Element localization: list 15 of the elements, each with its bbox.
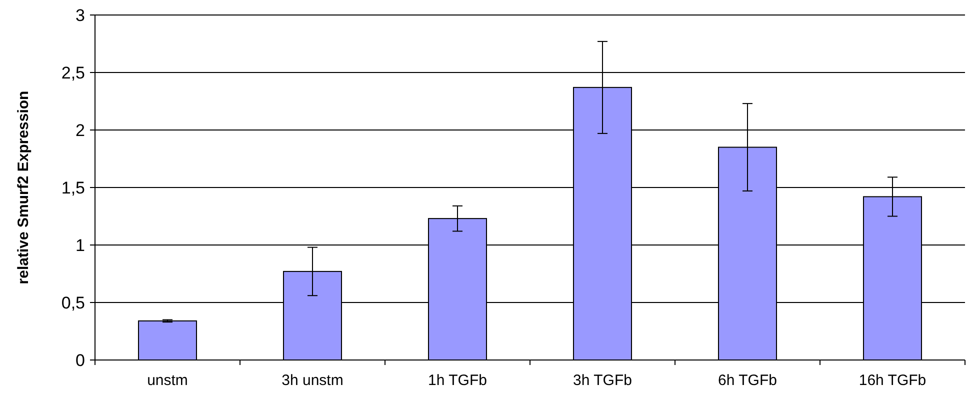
x-tick-label: 3h TGFb bbox=[573, 372, 632, 389]
y-tick-label: 1,5 bbox=[61, 178, 85, 198]
x-tick-label: 16h TGFb bbox=[858, 372, 926, 389]
x-tick-label: 1h TGFb bbox=[428, 372, 487, 389]
y-tick-label: 2,5 bbox=[61, 63, 85, 82]
y-tick-label: 0 bbox=[76, 350, 85, 370]
bar bbox=[138, 320, 197, 360]
x-tick-label: unstm bbox=[147, 372, 188, 389]
y-tick-label: 0,5 bbox=[61, 293, 85, 312]
x-tick-label: 6h TGFb bbox=[718, 372, 777, 389]
y-axis-title: relative Smurf2 Expression bbox=[15, 90, 32, 284]
x-tick-label: 3h unstm bbox=[282, 372, 344, 389]
y-tick-label: 2 bbox=[76, 120, 85, 140]
y-tick-label: 1 bbox=[76, 236, 85, 255]
y-tick-label: 3 bbox=[76, 6, 85, 25]
